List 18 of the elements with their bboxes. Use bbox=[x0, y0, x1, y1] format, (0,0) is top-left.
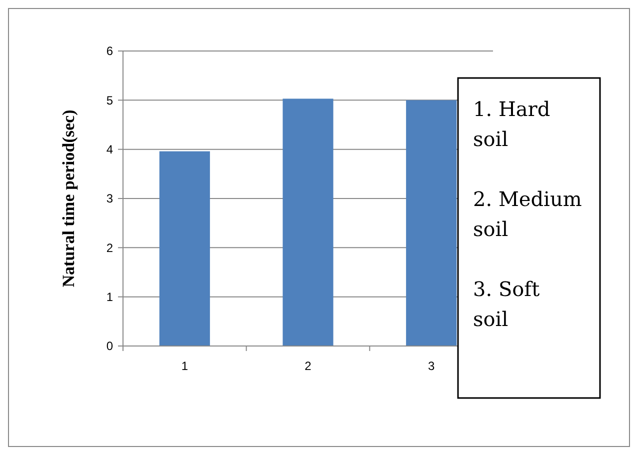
y-tick-label: 1 bbox=[106, 290, 114, 304]
y-tick-label: 4 bbox=[106, 142, 114, 157]
text-box: 1. Hard soil 2. Medium soil 3. Soft soil bbox=[457, 77, 601, 399]
x-tick-label: 2 bbox=[304, 359, 312, 373]
y-tick-label: 0 bbox=[106, 339, 114, 354]
y-tick-label: 5 bbox=[106, 93, 114, 108]
y-tick-label: 6 bbox=[106, 44, 114, 58]
x-tick-label: 1 bbox=[181, 359, 188, 373]
annotation: 1. Hard soil bbox=[473, 97, 550, 151]
annotation: 2. Medium soil bbox=[473, 187, 582, 241]
y-tick-label: 2 bbox=[106, 240, 114, 255]
x-tick-label: 3 bbox=[428, 359, 435, 373]
y-tick-label: 3 bbox=[106, 192, 114, 206]
bar bbox=[159, 151, 210, 346]
y-axis-title: Natural time period(sec) bbox=[59, 110, 78, 288]
annotation: 3. Soft soil bbox=[473, 277, 540, 331]
bar bbox=[406, 100, 457, 346]
bar bbox=[282, 98, 334, 346]
